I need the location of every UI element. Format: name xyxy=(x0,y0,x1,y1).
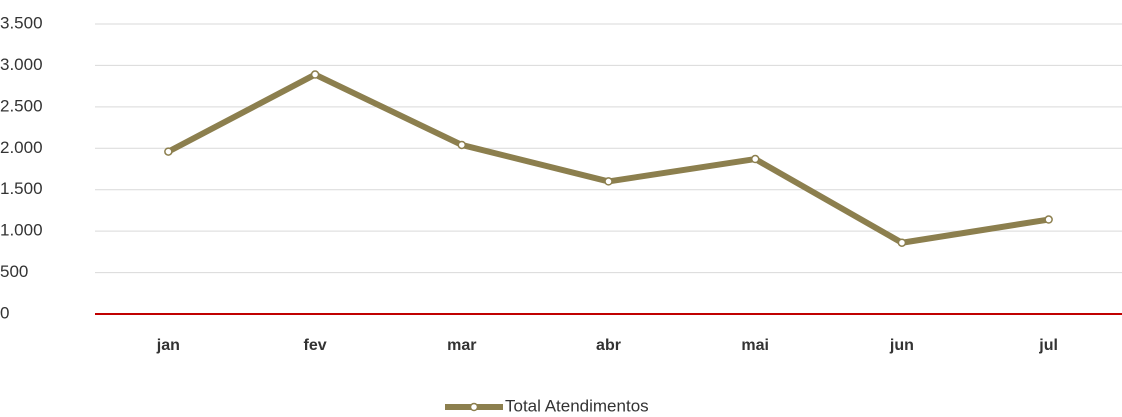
point xyxy=(750,154,760,164)
point xyxy=(1044,215,1053,224)
x-tick-label: jan xyxy=(156,337,180,354)
y-tick-label: 2.000 xyxy=(0,138,43,157)
point xyxy=(310,70,320,79)
x-tick-label: jul xyxy=(1038,337,1058,354)
point xyxy=(604,177,613,186)
x-tick-label: jun xyxy=(889,337,914,354)
y-tick-label: 2.500 xyxy=(0,96,43,115)
x-tick-label: abr xyxy=(596,337,621,354)
series-line xyxy=(166,71,1050,246)
point xyxy=(457,140,467,150)
legend-label: Total Atendimentos xyxy=(505,396,649,415)
y-tick-label: 0 xyxy=(0,303,9,322)
y-tick-label: 1.000 xyxy=(0,221,43,240)
legend-marker xyxy=(469,402,479,412)
y-tick-label: 3.000 xyxy=(0,55,43,74)
y-tick-label: 500 xyxy=(0,262,28,281)
y-tick-label: 1.500 xyxy=(0,179,43,198)
x-tick-label: mar xyxy=(447,337,476,354)
point xyxy=(897,238,907,247)
point xyxy=(164,147,173,156)
x-tick-label: mai xyxy=(741,337,769,354)
x-tick-label: fev xyxy=(304,337,327,354)
y-tick-label: 3.500 xyxy=(0,13,43,32)
